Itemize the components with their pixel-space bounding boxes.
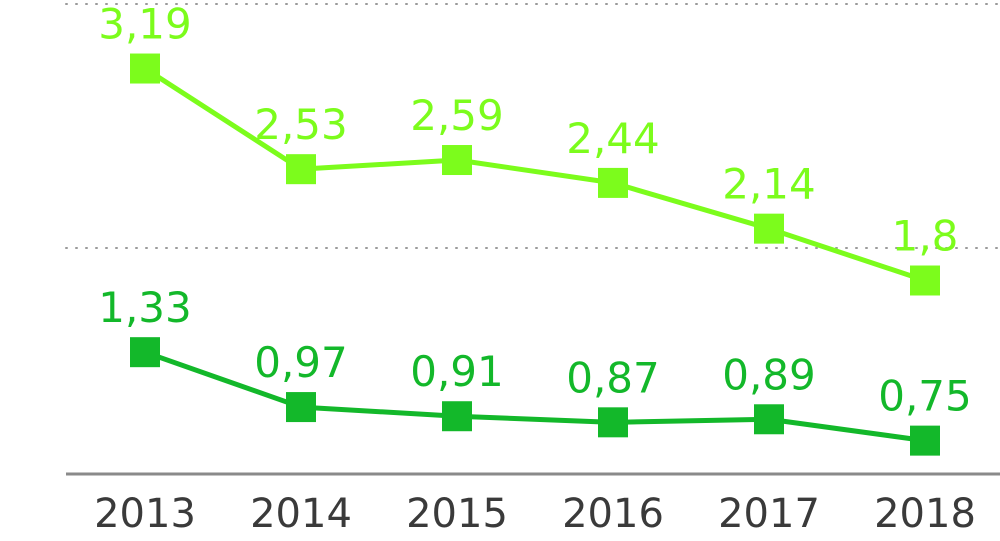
x-tick-label: 2017 — [718, 491, 820, 537]
series-line — [144, 349, 926, 444]
x-tick-label: 2018 — [874, 491, 976, 537]
data-point-marker — [286, 392, 316, 423]
data-label: 2,59 — [410, 91, 504, 140]
x-tick-labels: 2013 2014 2015 2016 2017 2018 — [94, 491, 976, 537]
data-label: 2,14 — [722, 160, 816, 209]
data-point-marker — [910, 425, 940, 456]
series-group: 3,19 2,53 2,59 2,44 2,14 1,8 1,33 0,97 0,91 0,87 0… — [98, 0, 972, 456]
data-point-marker — [442, 145, 472, 176]
data-label: 0,87 — [566, 353, 660, 402]
x-tick-label: 2016 — [562, 491, 664, 537]
data-label: 1,33 — [98, 283, 192, 332]
data-point-marker — [130, 337, 160, 368]
data-label: 2,53 — [254, 100, 348, 149]
x-tick-label: 2015 — [406, 491, 508, 537]
data-label: 0,91 — [410, 347, 504, 396]
x-tick-label: 2014 — [250, 491, 352, 537]
data-label: 2,44 — [566, 114, 660, 163]
data-label: 0,89 — [722, 350, 816, 399]
data-label: 3,19 — [98, 0, 192, 49]
data-point-marker — [910, 265, 940, 296]
data-point-marker — [754, 213, 784, 244]
data-point-marker — [598, 167, 628, 198]
data-label: 0,97 — [254, 338, 348, 387]
x-tick-label: 2013 — [94, 491, 196, 537]
series-0: 3,19 2,53 2,59 2,44 2,14 1,8 — [98, 0, 958, 296]
data-label: 1,8 — [892, 212, 959, 261]
data-point-marker — [130, 53, 160, 84]
series-1: 1,33 0,97 0,91 0,87 0,89 0,75 — [98, 283, 972, 456]
gridlines — [65, 3, 1000, 249]
data-point-marker — [598, 407, 628, 438]
data-point-marker — [442, 401, 472, 432]
series-line — [143, 66, 926, 283]
data-point-marker — [754, 404, 784, 435]
data-point-marker — [286, 154, 316, 185]
data-label: 0,75 — [878, 372, 972, 421]
